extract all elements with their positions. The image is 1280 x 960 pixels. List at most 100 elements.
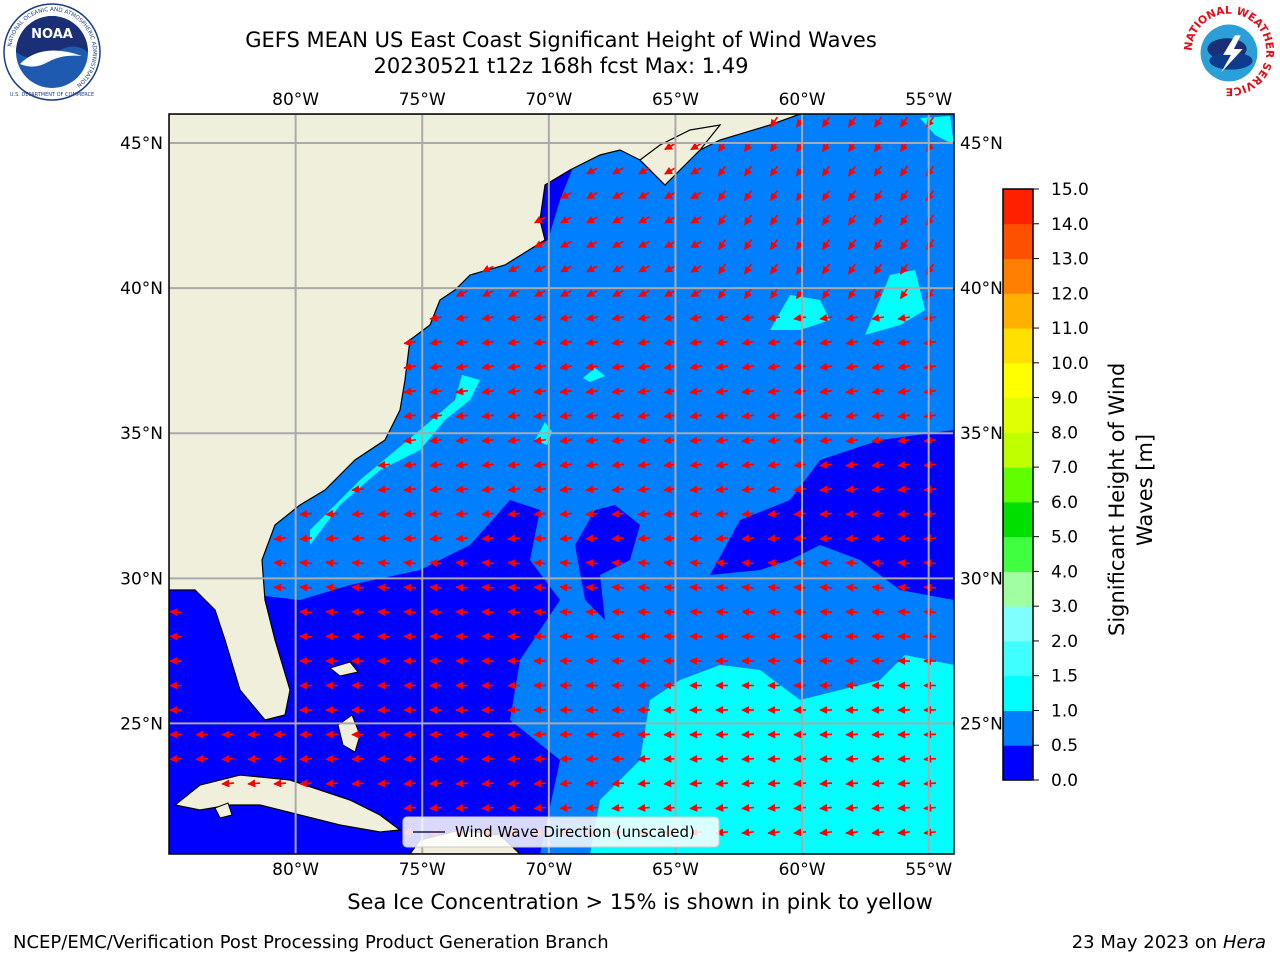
wind-wave-arrow bbox=[845, 460, 859, 469]
wind-wave-arrow bbox=[689, 559, 703, 568]
wind-wave-arrow bbox=[559, 338, 573, 347]
wind-wave-arrow bbox=[871, 411, 885, 420]
map-legend-box bbox=[402, 816, 720, 848]
wind-wave-arrow bbox=[741, 509, 755, 518]
wind-wave-arrow bbox=[873, 165, 883, 177]
wind-wave-arrow bbox=[637, 338, 651, 347]
wind-wave-arrow bbox=[559, 485, 573, 494]
wind-wave-arrow bbox=[819, 338, 833, 347]
wind-wave-arrow bbox=[403, 803, 417, 812]
wind-wave-arrow bbox=[717, 165, 727, 177]
wind-wave-arrow bbox=[663, 436, 677, 445]
wind-wave-arrow bbox=[689, 583, 703, 592]
wind-wave-arrow bbox=[637, 534, 651, 543]
lat-tick-left: 25°N bbox=[120, 714, 163, 734]
wind-wave-arrow bbox=[663, 583, 677, 592]
wind-wave-arrow bbox=[273, 779, 287, 788]
wind-wave-arrow bbox=[637, 411, 651, 420]
wind-wave-arrow bbox=[611, 583, 625, 592]
wind-wave-arrow bbox=[221, 754, 235, 763]
wind-wave-arrow bbox=[455, 362, 469, 371]
wind-wave-arrow bbox=[377, 583, 391, 592]
lon-tick-bottom: 65°W bbox=[652, 860, 699, 880]
wind-wave-arrow bbox=[793, 559, 807, 568]
wind-wave-arrow bbox=[871, 387, 885, 396]
wind-wave-arrow bbox=[741, 754, 755, 763]
wind-wave-arrow bbox=[455, 436, 469, 445]
wind-wave-arrow bbox=[169, 754, 183, 763]
wind-wave-arrow bbox=[663, 608, 677, 617]
wind-wave-arrow bbox=[612, 240, 624, 249]
wind-wave-arrow bbox=[689, 485, 703, 494]
wind-wave-arrow bbox=[717, 263, 727, 275]
wind-wave-arrow bbox=[873, 288, 883, 300]
lat-tick-right: 25°N bbox=[960, 714, 1003, 734]
wind-wave-arrow bbox=[664, 142, 676, 151]
wind-wave-arrow bbox=[533, 754, 547, 763]
colorbar-segment bbox=[1003, 745, 1033, 781]
colorbar-tick-label: 15.0 bbox=[1051, 180, 1089, 200]
wind-wave-arrow bbox=[637, 754, 651, 763]
map-gridlines bbox=[169, 114, 954, 854]
wind-wave-arrow bbox=[533, 240, 546, 248]
wind-wave-arrow bbox=[690, 264, 702, 273]
wind-wave-arrow bbox=[923, 362, 937, 371]
wind-wave-arrow bbox=[741, 559, 755, 568]
ocean-1-1p5m-region-southeast bbox=[590, 655, 954, 854]
wind-wave-arrow bbox=[586, 289, 598, 298]
lon-tick-bottom: 55°W bbox=[905, 860, 952, 880]
wind-wave-arrow bbox=[586, 191, 598, 200]
wind-wave-arrow bbox=[845, 362, 859, 371]
wind-wave-arrow bbox=[819, 362, 833, 371]
wind-wave-arrow bbox=[507, 289, 520, 297]
wind-wave-arrow bbox=[819, 828, 833, 837]
wind-wave-arrow bbox=[403, 485, 417, 494]
wind-wave-arrow bbox=[481, 264, 494, 273]
wind-wave-arrow bbox=[377, 485, 391, 494]
svg-text:NOAA: NOAA bbox=[31, 27, 73, 42]
wind-wave-arrow bbox=[663, 387, 677, 396]
wind-wave-arrow bbox=[897, 559, 911, 568]
wind-wave-arrow bbox=[455, 803, 469, 812]
wind-wave-arrow bbox=[481, 338, 495, 347]
wind-wave-arrow bbox=[793, 313, 807, 322]
wind-wave-arrow bbox=[637, 387, 651, 396]
colorbar-segment bbox=[1003, 397, 1033, 433]
wind-wave-arrow bbox=[793, 411, 807, 420]
wind-wave-arrow bbox=[690, 166, 702, 175]
wind-wave-arrow bbox=[507, 559, 521, 568]
wind-wave-arrow bbox=[664, 289, 676, 298]
wind-wave-arrow bbox=[899, 239, 909, 251]
wind-wave-arrow bbox=[351, 534, 365, 543]
wind-wave-arrow bbox=[873, 190, 883, 202]
wind-wave-arrow bbox=[637, 460, 651, 469]
lon-tick-bottom: 80°W bbox=[272, 860, 319, 880]
wind-wave-arrow bbox=[715, 509, 729, 518]
colorbar-tick-label: 7.0 bbox=[1051, 458, 1078, 478]
wind-wave-arrow bbox=[715, 411, 729, 420]
wind-wave-arrow bbox=[663, 509, 677, 518]
wind-wave-arrow bbox=[403, 411, 417, 420]
colorbar-segment bbox=[1003, 432, 1033, 468]
wind-wave-arrow bbox=[429, 362, 443, 371]
wind-wave-arrow bbox=[195, 754, 209, 763]
wind-wave-arrow bbox=[845, 313, 859, 322]
wind-wave-arrow bbox=[897, 828, 911, 837]
wind-wave-arrow bbox=[481, 559, 495, 568]
wind-wave-arrow bbox=[819, 779, 833, 788]
footer-date-text: 23 May 2023 on bbox=[1071, 932, 1218, 953]
wind-wave-arrow bbox=[897, 509, 911, 518]
wind-wave-arrow bbox=[689, 754, 703, 763]
wind-wave-arrow bbox=[637, 485, 651, 494]
wind-wave-arrow bbox=[819, 411, 833, 420]
wind-wave-arrow bbox=[690, 240, 702, 249]
wind-wave-arrow bbox=[533, 779, 547, 788]
wind-wave-arrow bbox=[559, 754, 573, 763]
wind-wave-arrow bbox=[351, 509, 365, 518]
wind-wave-arrow bbox=[507, 803, 521, 812]
wind-wave-arrow bbox=[743, 239, 753, 251]
wind-wave-arrow bbox=[871, 313, 885, 322]
wind-wave-arrow bbox=[664, 191, 676, 200]
wind-wave-arrow bbox=[403, 338, 417, 347]
